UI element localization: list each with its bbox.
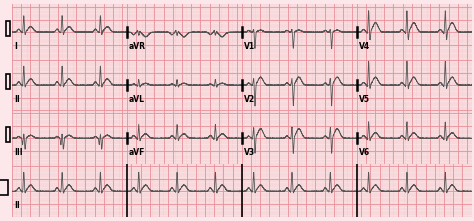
Text: aVL: aVL <box>129 95 145 104</box>
FancyBboxPatch shape <box>0 180 8 195</box>
Text: V2: V2 <box>244 95 255 104</box>
Text: V4: V4 <box>359 42 370 51</box>
Text: V3: V3 <box>244 148 255 157</box>
Text: V1: V1 <box>244 42 255 51</box>
Text: III: III <box>14 148 23 157</box>
FancyBboxPatch shape <box>6 21 10 36</box>
Text: I: I <box>14 42 17 51</box>
Text: aVF: aVF <box>129 148 146 157</box>
Text: V5: V5 <box>359 95 370 104</box>
Text: II: II <box>14 201 20 210</box>
FancyBboxPatch shape <box>6 74 10 89</box>
Text: aVR: aVR <box>129 42 146 51</box>
Text: II: II <box>14 95 20 104</box>
FancyBboxPatch shape <box>6 127 10 142</box>
Text: V6: V6 <box>359 148 370 157</box>
